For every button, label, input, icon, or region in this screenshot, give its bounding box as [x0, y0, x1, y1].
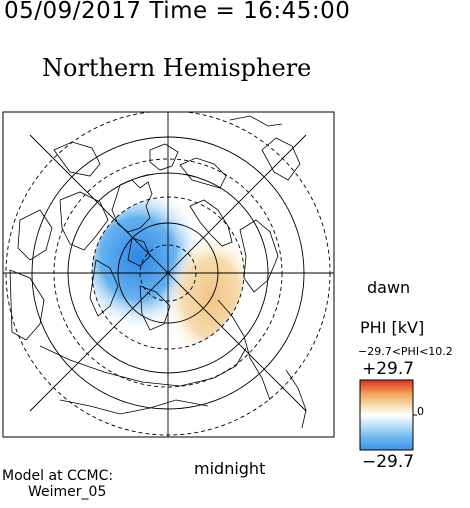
coastlines	[9, 115, 307, 429]
time-prefix: Time =	[149, 0, 244, 24]
midnight-label: midnight	[194, 459, 266, 478]
model-name: Weimer_05	[28, 484, 107, 500]
time-value: 16:45:00	[243, 0, 351, 24]
colorbar-max-label: +29.7	[362, 359, 415, 379]
colorbar-min-label: −29.7	[362, 452, 415, 472]
dawn-label: dawn	[367, 278, 411, 297]
colorbar	[359, 379, 417, 451]
colorbar-range: −29.7<PHI<10.2	[358, 345, 453, 358]
colorbar-scale	[359, 379, 414, 451]
model-label: Model at CCMC:	[2, 468, 114, 484]
colorbar-title: PHI [kV]	[360, 318, 425, 337]
date-value: 05/09/2017	[4, 0, 142, 24]
colorbar-mid-label: 0	[417, 405, 424, 418]
polar-map	[2, 111, 335, 438]
meridian-lines	[3, 112, 334, 437]
date-time-header: 05/09/2017 Time = 16:45:00	[4, 0, 350, 24]
hemisphere-title: Northern Hemisphere	[42, 54, 312, 82]
